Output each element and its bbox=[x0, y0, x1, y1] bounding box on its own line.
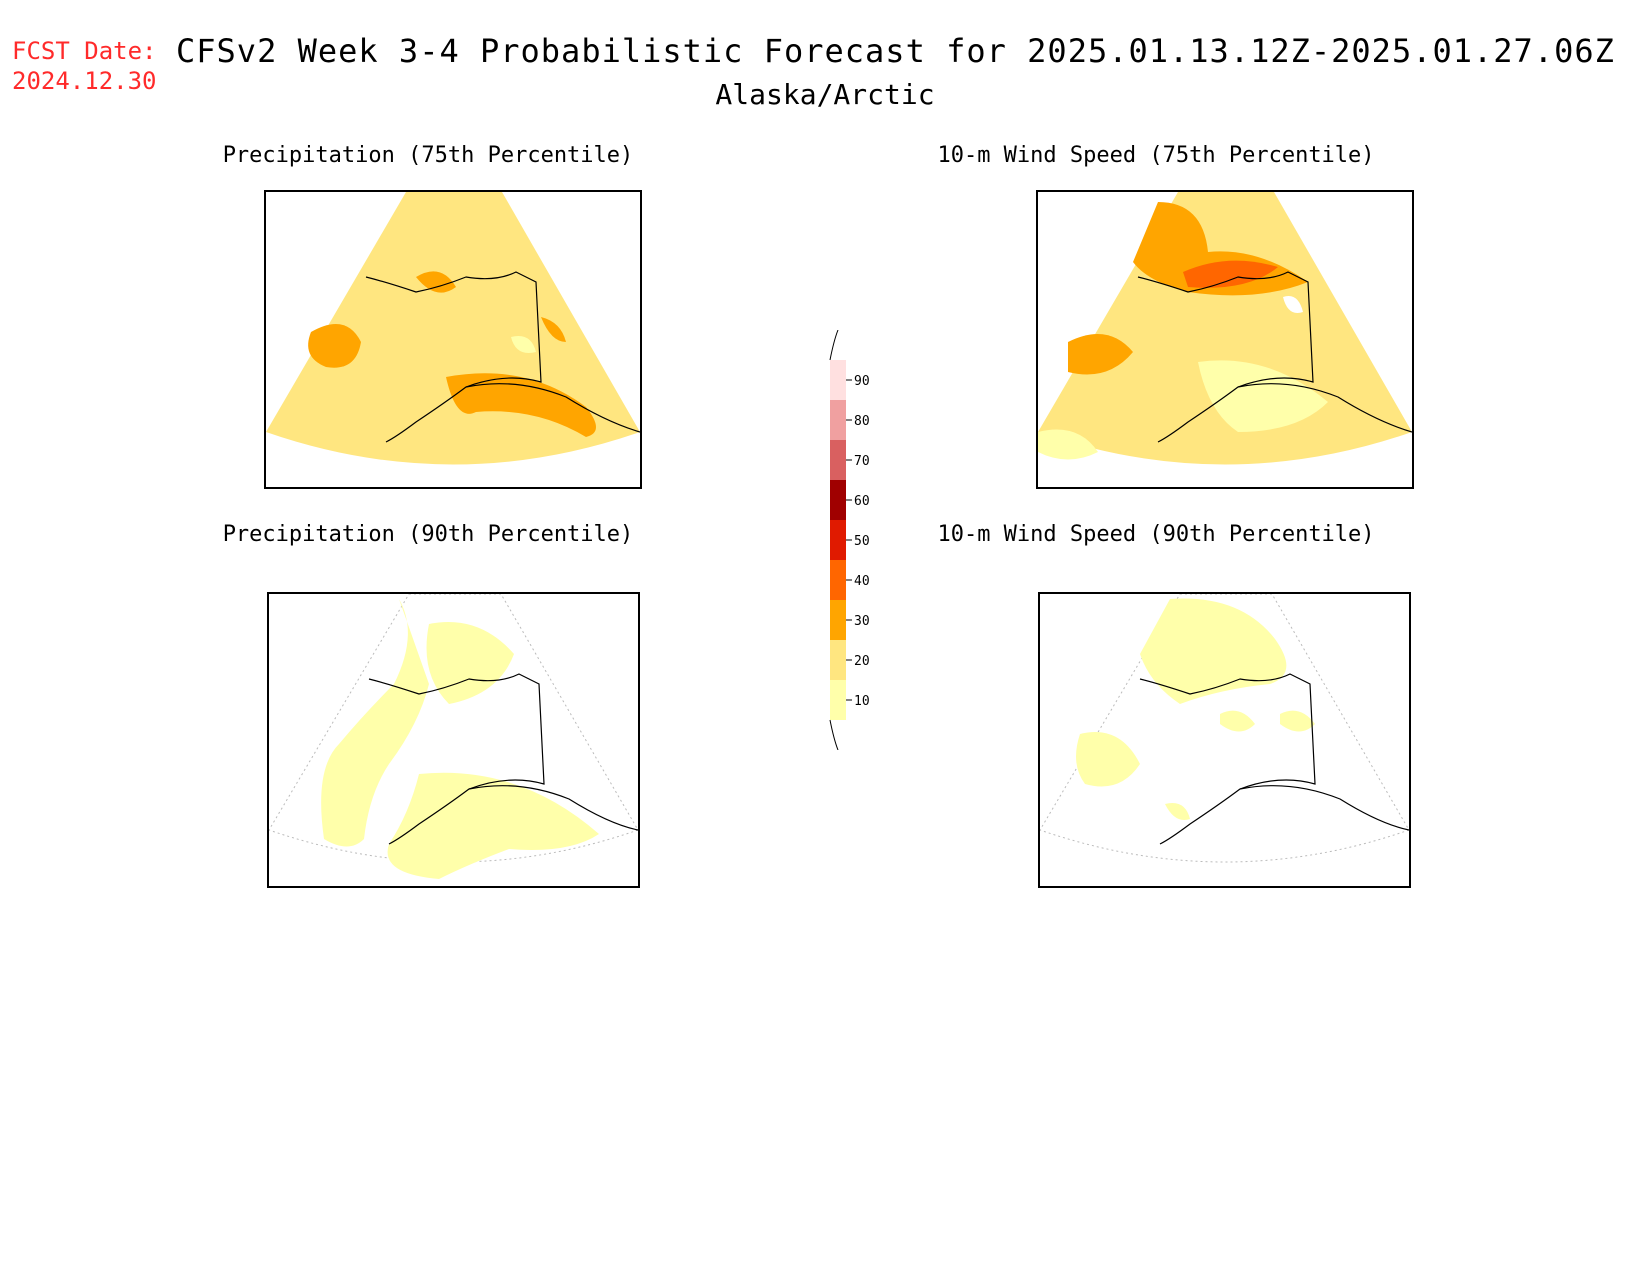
colorbar-swatch bbox=[830, 400, 846, 440]
colorbar-boxes bbox=[829, 330, 846, 750]
panel-title-precip-90: Precipitation (90th Percentile) bbox=[222, 522, 634, 547]
colorbar-label: 80 bbox=[854, 414, 870, 429]
colorbar-swatch bbox=[830, 360, 846, 400]
panel-title-precip-75: Precipitation (75th Percentile) bbox=[222, 143, 634, 168]
coastline-south bbox=[468, 785, 638, 831]
coastline-south bbox=[465, 383, 640, 433]
colorbar-swatch bbox=[830, 680, 846, 720]
panel-title-wind-90: 10-m Wind Speed (90th Percentile) bbox=[937, 522, 1375, 547]
colorbar-swatch bbox=[830, 600, 846, 640]
precip90-area-south bbox=[387, 772, 599, 879]
colorbar-labels: 10 20 30 40 50 60 70 80 90 bbox=[846, 374, 870, 709]
wind-area-north-strong bbox=[1183, 260, 1278, 288]
precip90-area-north bbox=[426, 622, 514, 704]
map-wind-75 bbox=[1038, 192, 1412, 465]
precip-area-east bbox=[541, 317, 566, 342]
colorbar-swatch bbox=[830, 640, 846, 680]
wind90-area-north bbox=[1140, 598, 1287, 704]
map-panel-precip-90 bbox=[267, 592, 640, 888]
coastline-south bbox=[1239, 785, 1409, 831]
coastline bbox=[365, 271, 542, 443]
precip-area-south bbox=[446, 373, 596, 437]
forecast-date-label: FCST Date: bbox=[12, 37, 157, 65]
precip-area-north bbox=[416, 271, 456, 293]
map-precip-90 bbox=[269, 594, 638, 879]
coastline-south bbox=[1237, 383, 1412, 433]
forecast-date-block: FCST Date: 2024.12.30 bbox=[12, 36, 157, 96]
colorbar-label: 10 bbox=[854, 694, 870, 709]
map-panel-wind-75 bbox=[1036, 190, 1414, 489]
colorbar-label: 70 bbox=[854, 454, 870, 469]
colorbar-cap-top bbox=[829, 330, 839, 361]
wind90-area-west bbox=[1076, 732, 1140, 787]
colorbar-cap-bottom bbox=[829, 719, 839, 750]
precip90-area-west bbox=[321, 599, 429, 847]
region-subtitle: Alaska/Arctic bbox=[715, 78, 935, 111]
map-panel-precip-75 bbox=[264, 190, 642, 489]
page-title: CFSv2 Week 3-4 Probabilistic Forecast fo… bbox=[176, 32, 1615, 70]
map-sector-outline bbox=[1040, 594, 1409, 863]
colorbar-label: 60 bbox=[854, 494, 870, 509]
colorbar-swatch bbox=[830, 560, 846, 600]
colorbar-swatch bbox=[830, 440, 846, 480]
colorbar: 10 20 30 40 50 60 70 80 90 bbox=[829, 330, 870, 750]
wind-area-south bbox=[1198, 360, 1328, 432]
wind-area-southwest bbox=[1038, 429, 1098, 460]
colorbar-swatch bbox=[830, 480, 846, 520]
wind-area-low bbox=[1283, 296, 1303, 313]
precip-area-west bbox=[308, 324, 361, 368]
coastline bbox=[1137, 271, 1314, 443]
colorbar-label: 40 bbox=[854, 574, 870, 589]
map-precip-75 bbox=[266, 192, 640, 465]
map-panel-wind-90 bbox=[1038, 592, 1411, 888]
precip-area-light bbox=[511, 336, 536, 353]
colorbar-label: 50 bbox=[854, 534, 870, 549]
coastline bbox=[368, 673, 545, 845]
map-wind-90 bbox=[1040, 594, 1409, 863]
coastline bbox=[1139, 673, 1316, 845]
wind90-area-south bbox=[1165, 803, 1190, 820]
forecast-date-value: 2024.12.30 bbox=[12, 67, 157, 95]
colorbar-swatch bbox=[830, 520, 846, 560]
wind90-area-east bbox=[1280, 710, 1315, 732]
map-sector-fill bbox=[1038, 192, 1412, 465]
wind90-area-mid bbox=[1220, 710, 1255, 732]
colorbar-label: 30 bbox=[854, 614, 870, 629]
panel-title-wind-75: 10-m Wind Speed (75th Percentile) bbox=[937, 143, 1375, 168]
colorbar-label: 90 bbox=[854, 374, 870, 389]
colorbar-label: 20 bbox=[854, 654, 870, 669]
wind-area-west bbox=[1068, 334, 1133, 375]
